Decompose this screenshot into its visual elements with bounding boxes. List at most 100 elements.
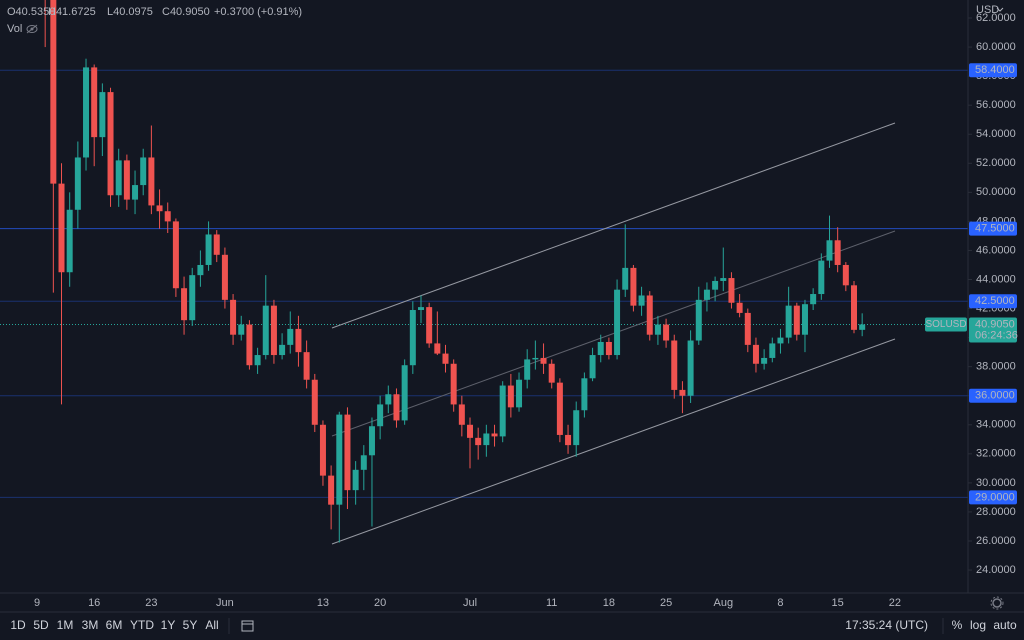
candle-body [197,264,204,276]
scale-option[interactable]: log [970,618,986,632]
level-label-box [969,388,1017,403]
channel-middle [331,230,896,437]
candle-body [499,385,506,437]
y-tick-label: 52.0000 [976,157,1016,169]
candle-body [442,353,449,364]
candle-body [826,240,833,261]
y-tick-label: 50.0000 [976,186,1016,198]
y-tick-label: 28.0000 [976,506,1016,518]
range-button[interactable]: 5Y [183,618,198,632]
candle-body [107,92,114,196]
ohlc-value: L40.0975 [107,6,153,18]
last-price-box [969,317,1017,343]
x-tick-label: 13 [317,597,329,609]
candle-body [679,389,686,396]
y-tick-label: 24.0000 [976,564,1016,576]
candle-body [744,312,751,345]
ohlc-value: C40.9050 [162,6,210,18]
candle-body [148,157,155,206]
candle-body [573,410,580,446]
clock: 17:35:24 (UTC) [845,618,928,632]
range-button[interactable]: 3M [82,618,99,632]
candle-body [254,355,261,366]
candle-body [622,267,629,290]
channel-upper [331,122,896,329]
level-label: 47.5000 [975,223,1015,235]
candle-body [565,434,572,446]
x-tick-label: 18 [603,597,615,609]
candle-body [172,221,179,289]
candle-body [295,328,302,353]
range-button[interactable]: YTD [130,618,154,632]
scale-option[interactable]: % [952,618,963,632]
range-button[interactable]: 1Y [161,618,176,632]
candle-body [417,307,424,311]
y-tick-label: 60.0000 [976,41,1016,53]
candle-body [548,363,555,383]
range-button[interactable]: 1D [10,618,26,632]
candle-body [336,414,343,505]
settings-icon[interactable] [990,596,1004,610]
x-tick-label: 16 [88,597,100,609]
candle-body [467,424,474,438]
y-tick-label: 30.0000 [976,477,1016,489]
candle-body [851,285,857,330]
scale-option[interactable]: auto [993,618,1017,632]
volume-label: Vol [7,23,22,35]
candle-body [556,382,563,435]
x-tick-label: 25 [660,597,672,609]
range-button[interactable]: All [205,618,218,632]
level-label: 29.0000 [975,491,1015,503]
x-tick-label: 20 [374,597,386,609]
x-tick-label: 8 [777,597,783,609]
candle-body [818,260,825,295]
y-tick-label: 54.0000 [976,128,1016,140]
x-tick-label: Aug [713,597,733,609]
candle-body [736,302,743,313]
currency-dropdown[interactable] [996,7,1004,12]
date-range-icon[interactable] [241,620,254,632]
candle-body [532,357,539,360]
candle-body [230,299,237,335]
x-tick-label: Jul [463,597,477,609]
symbol-label: SOLUSD [925,319,966,330]
candle-body [720,278,727,281]
x-tick-label: 15 [832,597,844,609]
eye-icon[interactable] [26,24,38,34]
candle-body [475,437,482,446]
x-tick-label: Jun [216,597,234,609]
candle-body [74,157,81,210]
candle-body [132,185,139,200]
candle-body [401,365,408,421]
range-button[interactable]: 6M [106,618,123,632]
candle-body [246,324,253,366]
y-tick-label: 34.0000 [976,419,1016,431]
range-button[interactable]: 5D [33,618,49,632]
candle-body [205,234,212,265]
candle-body [409,310,416,366]
currency[interactable]: USD [976,4,999,16]
candle-body [507,385,514,408]
ohlc-value: O40.5350 [7,6,55,18]
candle-body [352,469,359,491]
range-button[interactable]: 1M [57,618,74,632]
y-tick-label: 62.0000 [976,12,1016,24]
candle-body [663,324,670,341]
candle-body [785,305,792,338]
candle-body [303,352,310,380]
y-tick-label: 46.0000 [976,244,1016,256]
plot [331,122,896,545]
candle-body [581,378,588,411]
candles [44,0,866,543]
candle-body [810,294,817,305]
candle-body [752,344,759,364]
candle-body [630,267,637,306]
level-label-box [969,63,1017,78]
y-tick-label: 44.0000 [976,273,1016,285]
candle-body [140,157,147,186]
candle-body [483,433,490,446]
candle-body [360,455,367,470]
